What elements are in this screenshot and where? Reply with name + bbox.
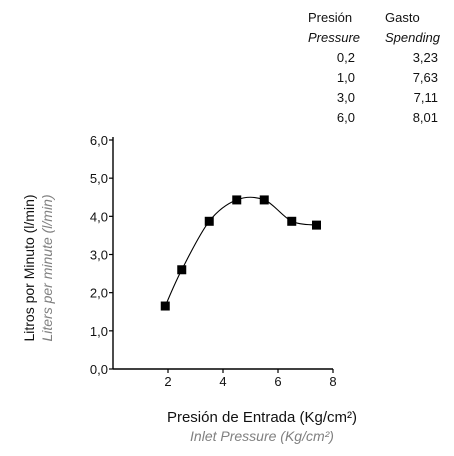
series-path xyxy=(164,196,317,307)
y-tick-label: 6,0 xyxy=(90,133,108,148)
data-point-marker xyxy=(204,216,214,226)
data-point-marker xyxy=(312,220,321,230)
table-cell-pressure: 0,2 xyxy=(337,50,355,65)
y-axis-title: Litros por Minuto (l/min) xyxy=(21,194,37,341)
table-header-spending-en: Spending xyxy=(385,30,441,45)
table-header-pressure-en: Pressure xyxy=(308,30,360,45)
y-tick-label: 1,0 xyxy=(90,324,108,339)
y-tick-label: 5,0 xyxy=(90,171,108,186)
data-point-marker xyxy=(160,301,170,311)
data-point-marker xyxy=(232,195,242,205)
y-tick-label: 3,0 xyxy=(90,248,108,263)
x-tick-label: 6 xyxy=(274,374,281,389)
table-cell-spending: 7,63 xyxy=(413,70,438,85)
table-rows: 0,2 3,23 1,0 7,63 3,0 7,11 6,0 8,01 xyxy=(337,50,438,125)
x-tick-label: 4 xyxy=(219,374,226,389)
x-axis-title-en: Inlet Pressure (Kg/cm²) xyxy=(190,428,334,444)
data-point-marker xyxy=(287,216,297,226)
y-axis-title-en: Liters per minute (l/min) xyxy=(39,194,55,341)
table-cell-spending: 3,23 xyxy=(413,50,438,65)
x-tick-label: 2 xyxy=(164,374,171,389)
table-cell-spending: 7,11 xyxy=(414,90,438,105)
y-tick-label: 0,0 xyxy=(90,362,108,377)
y-tick-label: 2,0 xyxy=(90,286,108,301)
x-axis-title: Presión de Entrada (Kg/cm²) xyxy=(167,409,357,426)
table-header-spending-es: Gasto xyxy=(385,10,420,25)
y-tick-label: 4,0 xyxy=(90,209,108,224)
data-point-marker xyxy=(259,195,269,205)
table-cell-pressure: 3,0 xyxy=(337,90,355,105)
axes: 0,0 1,0 2,0 3,0 4,0 5,0 6,0 2 4 6 8 xyxy=(90,133,337,389)
data-point-marker xyxy=(177,265,187,275)
series-line xyxy=(164,196,317,307)
x-tick-label: 8 xyxy=(329,374,336,389)
table-cell-pressure: 1,0 xyxy=(337,70,355,85)
table-cell-pressure: 6,0 xyxy=(337,110,355,125)
table-header-pressure-es: Presión xyxy=(308,10,352,25)
data-markers xyxy=(160,195,321,311)
pressure-spending-table: Presión Gasto Pressure Spending 0,2 3,23 1… xyxy=(308,10,441,125)
table-cell-spending: 8,01 xyxy=(413,110,438,125)
